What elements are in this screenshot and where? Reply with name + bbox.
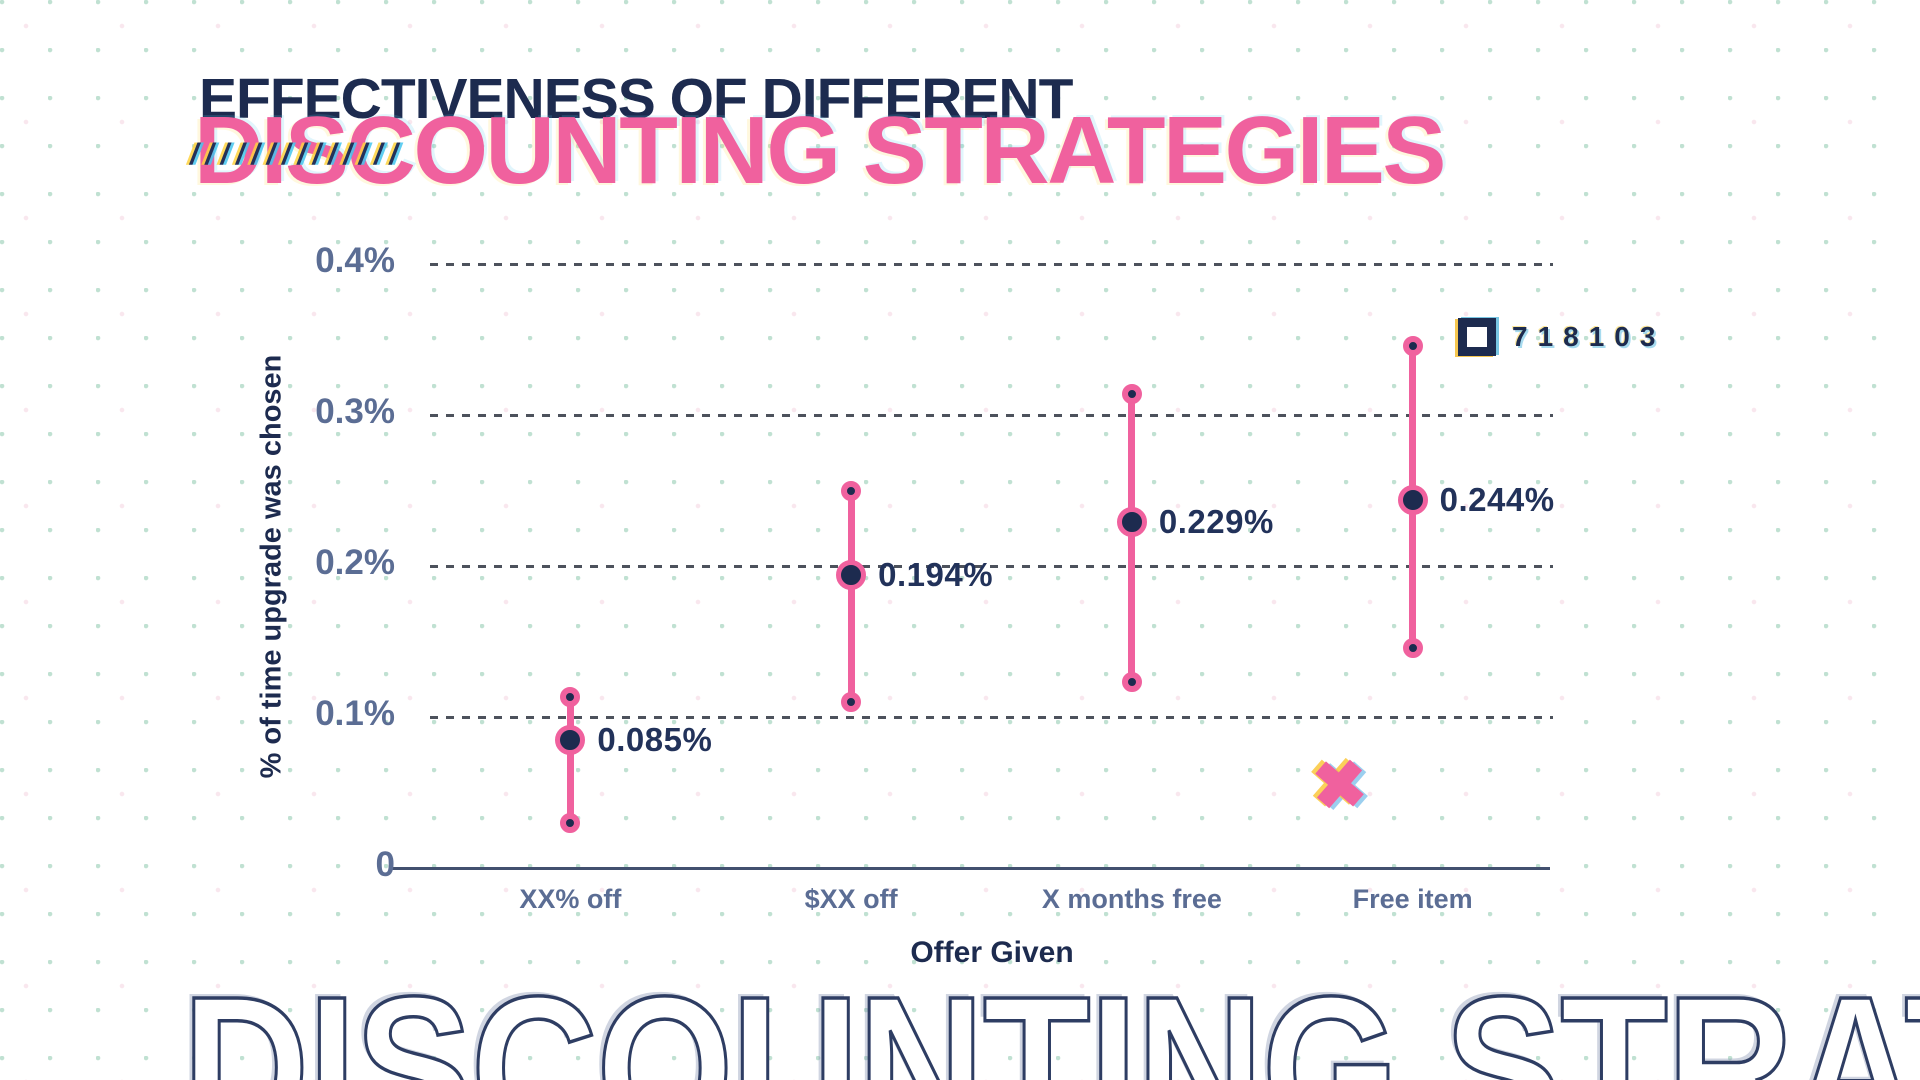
x-mark-decoration: ✖ (1309, 746, 1370, 824)
mean-marker (1116, 507, 1147, 538)
mean-marker (836, 560, 867, 591)
value-label: 0.229% (1158, 503, 1274, 541)
watermark-text: DISCOUNTING STRATEGIES (180, 954, 1920, 1080)
range-endpoint-low (1402, 637, 1423, 658)
x-category-label: XX% off (519, 884, 622, 914)
x-category-label: Free item (1352, 884, 1473, 914)
square-icon (1458, 318, 1496, 356)
slide-title-line2: DISCOUNTING STRATEGIES (194, 97, 1446, 204)
y-tick-label: 0 (375, 845, 395, 884)
gridline-0.2% (430, 564, 1553, 568)
glitch-slashes-decoration: ////////////// (190, 138, 405, 171)
mean-marker (555, 724, 586, 755)
y-tick-label: 0.1% (315, 694, 395, 733)
y-tick-label: 0.4% (315, 241, 395, 280)
mean-marker (1397, 484, 1428, 515)
gridline-0.1% (430, 715, 1553, 719)
page-number-badge: 718103 (1458, 318, 1665, 356)
y-tick-label: 0.3% (315, 392, 395, 431)
gridline-0.3% (430, 413, 1553, 417)
range-endpoint-high (560, 687, 581, 708)
x-axis-line (390, 866, 1550, 870)
value-label: 0.194% (878, 556, 994, 594)
range-endpoint-low (560, 812, 581, 833)
range-endpoint-high (1402, 335, 1423, 356)
value-label: 0.244% (1439, 480, 1555, 518)
range-line (566, 697, 574, 823)
x-category-label: X months free (1041, 884, 1222, 914)
x-axis-title: Offer Given (910, 936, 1074, 969)
range-endpoint-low (1121, 672, 1142, 693)
range-endpoint-high (841, 480, 862, 501)
gridline-0.4% (430, 262, 1553, 266)
page-number-digits: 718103 (1512, 321, 1666, 352)
slide-title-line1: EFFECTIVENESS OF DIFFERENT (199, 67, 1073, 131)
x-category-label: $XX off (804, 884, 898, 914)
range-endpoint-high (1121, 383, 1142, 404)
y-tick-label: 0.2% (315, 543, 395, 582)
range-line (847, 490, 855, 702)
range-endpoint-low (841, 691, 862, 712)
value-label: 0.085% (597, 720, 713, 758)
range-line (1128, 393, 1136, 683)
